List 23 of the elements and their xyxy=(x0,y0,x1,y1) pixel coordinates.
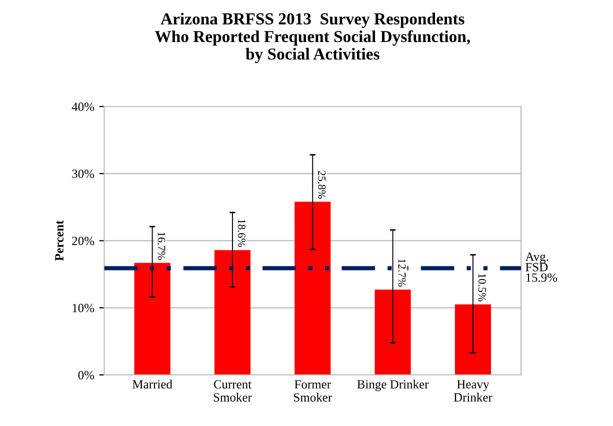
ref-line-label: Avg. FSD 15.9% xyxy=(525,252,558,282)
data-label: 16.7% xyxy=(158,232,166,260)
y-axis-title: Percent xyxy=(55,220,64,261)
x-tick-label: Married xyxy=(132,380,172,389)
x-tick-label: Binge Drinker xyxy=(357,380,429,392)
bar xyxy=(214,250,251,375)
x-tick-label: Former Smoker xyxy=(294,380,332,402)
bar xyxy=(454,304,491,375)
y-tick-label: 40% xyxy=(72,102,94,111)
data-label: 25.8% xyxy=(318,170,326,199)
x-tick-label: Heavy Drinker xyxy=(454,380,492,402)
data-label: 18.6% xyxy=(238,220,246,248)
y-tick-label: 30% xyxy=(72,170,94,178)
bar xyxy=(374,290,411,375)
chart-title: Arizona BRFSS 2013 Survey Respondents Who Reported Frequent Social Dysfunction, by Social Activities xyxy=(154,12,470,64)
bar xyxy=(294,202,331,375)
x-tick-label: Current Smoker xyxy=(214,380,252,402)
y-tick-label: 10% xyxy=(72,304,94,312)
y-tick-label: 20% xyxy=(72,236,94,246)
data-label: 12.7% xyxy=(398,259,406,287)
bar xyxy=(134,262,170,375)
data-label: 10.5% xyxy=(478,274,486,302)
y-tick-label: 0% xyxy=(78,370,94,380)
